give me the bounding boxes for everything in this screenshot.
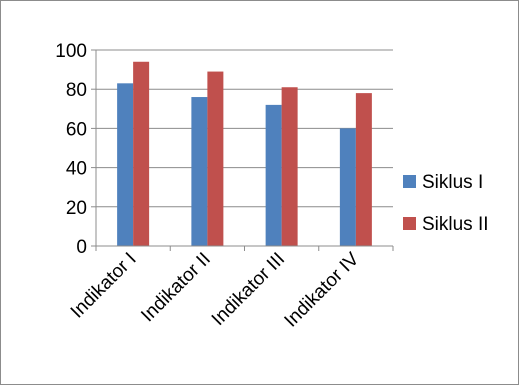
y-tick-label: 100	[55, 41, 87, 62]
bar-siklus-ii-3	[281, 87, 298, 247]
legend-swatch	[403, 217, 416, 230]
bars	[117, 61, 372, 247]
bar-siklus-i-3	[265, 104, 282, 246]
y-tick-label: 0	[76, 237, 87, 258]
x-tick-label: Indikator I	[67, 249, 141, 323]
x-tick-label: Indikator II	[137, 249, 215, 327]
legend-label: Siklus I	[422, 172, 483, 193]
x-tick-label: Indikator IV	[281, 248, 364, 331]
bar-siklus-ii-2	[207, 71, 224, 246]
legend-label: Siklus II	[422, 214, 489, 235]
x-tick-label: Indikator III	[208, 249, 289, 330]
bar-siklus-i-1	[117, 83, 134, 246]
bar-siklus-ii-1	[133, 61, 150, 247]
y-tick-label: 60	[66, 119, 87, 140]
legend: Siklus I Siklus II	[403, 172, 489, 235]
y-tick-label: 40	[66, 159, 87, 180]
bar-siklus-i-2	[191, 97, 208, 246]
bar-siklus-ii-4	[355, 93, 372, 247]
y-tick-label: 80	[66, 80, 87, 101]
y-tick-label: 20	[66, 198, 87, 219]
legend-swatch	[403, 175, 416, 188]
y-axis: 0 20 40 60 80 100	[55, 41, 97, 258]
bar-siklus-i-4	[339, 128, 356, 246]
